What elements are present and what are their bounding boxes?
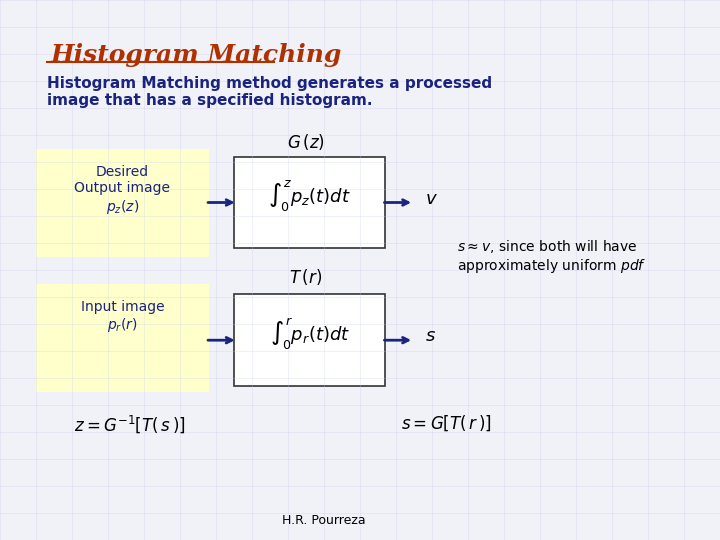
FancyBboxPatch shape — [36, 148, 209, 256]
Text: $s = G[T(\,r\,)]$: $s = G[T(\,r\,)]$ — [401, 413, 492, 433]
Text: Input image
$p_r(r)$: Input image $p_r(r)$ — [81, 300, 164, 334]
Text: $s$: $s$ — [425, 327, 436, 346]
Text: $\int_0^z p_z(t)dt$: $\int_0^z p_z(t)dt$ — [268, 178, 351, 213]
Text: $v$: $v$ — [425, 190, 438, 208]
Text: Histogram Matching method generates a processed
image that has a specified histo: Histogram Matching method generates a pr… — [47, 76, 492, 108]
Text: $\int_0^r p_r(t)dt$: $\int_0^r p_r(t)dt$ — [269, 316, 350, 352]
Text: $z = G^{-1}[T(\,s\,)]$: $z = G^{-1}[T(\,s\,)]$ — [73, 413, 186, 435]
FancyBboxPatch shape — [36, 284, 209, 392]
Text: Desired
Output image
$p_z(z)$: Desired Output image $p_z(z)$ — [74, 165, 171, 215]
Text: $s \approx v$, since both will have
approximately uniform $pdf$: $s \approx v$, since both will have appr… — [457, 238, 647, 275]
FancyBboxPatch shape — [234, 157, 385, 248]
FancyBboxPatch shape — [234, 294, 385, 386]
Text: $G\,(z)$: $G\,(z)$ — [287, 132, 325, 152]
Text: H.R. Pourreza: H.R. Pourreza — [282, 514, 366, 526]
Text: $T\,(r)$: $T\,(r)$ — [289, 267, 323, 287]
Text: Histogram Matching: Histogram Matching — [50, 43, 342, 67]
